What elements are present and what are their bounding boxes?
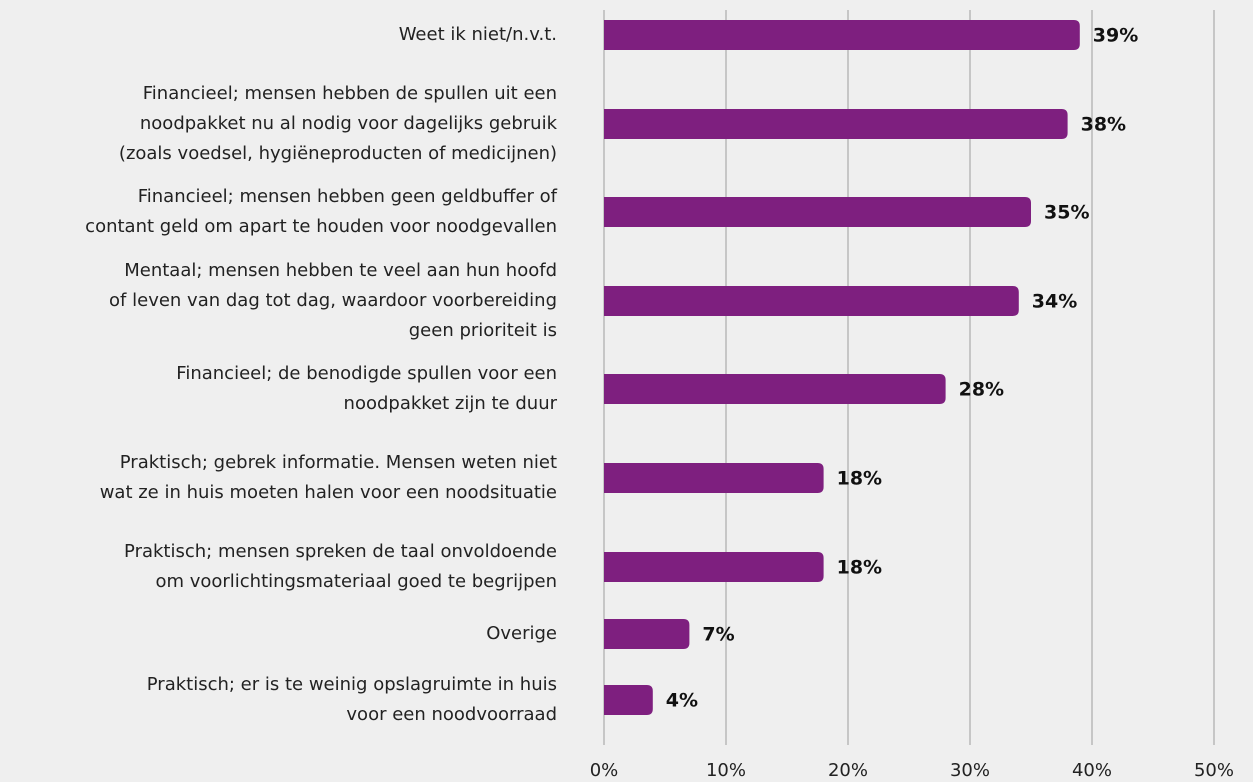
x-tick-label: 0% <box>590 760 619 781</box>
category-label: Mentaal; mensen hebben te veel aan hun h… <box>124 260 557 281</box>
category-label: voor een noodvoorraad <box>346 704 557 725</box>
category-label: noodpakket zijn te duur <box>344 393 558 414</box>
category-label: of leven van dag tot dag, waardoor voorb… <box>109 290 557 311</box>
value-label: 18% <box>837 557 882 579</box>
category-label: Financieel; de benodigde spullen voor ee… <box>176 363 557 384</box>
value-label: 7% <box>702 624 734 646</box>
category-label: geen prioriteit is <box>409 320 557 341</box>
bar <box>604 552 824 582</box>
category-label: wat ze in huis moeten halen voor een noo… <box>100 482 557 503</box>
bar <box>604 685 653 715</box>
x-tick-label: 50% <box>1194 760 1234 781</box>
category-label: Overige <box>486 623 557 644</box>
value-label: 18% <box>837 468 882 490</box>
bar <box>604 374 946 404</box>
category-label: Praktisch; mensen spreken de taal onvold… <box>124 541 557 562</box>
bar <box>604 619 690 649</box>
category-label: Financieel; mensen hebben geen geldbuffe… <box>138 186 558 207</box>
category-label: Praktisch; gebrek informatie. Mensen wet… <box>120 452 557 473</box>
category-label: contant geld om apart te houden voor noo… <box>85 216 557 237</box>
x-tick-label: 20% <box>828 760 868 781</box>
value-label: 39% <box>1093 25 1138 47</box>
category-label: (zoals voedsel, hygiëneproducten of medi… <box>119 143 557 164</box>
category-label: om voorlichtingsmateriaal goed te begrij… <box>155 571 557 592</box>
category-label: noodpakket nu al nodig voor dagelijks ge… <box>140 113 558 134</box>
value-label: 34% <box>1032 291 1077 313</box>
x-tick-label: 40% <box>1072 760 1112 781</box>
bar <box>604 20 1080 50</box>
category-label: Weet ik niet/n.v.t. <box>399 24 557 45</box>
value-label: 28% <box>959 379 1004 401</box>
bar <box>604 109 1068 139</box>
bar <box>604 463 824 493</box>
value-label: 4% <box>666 690 698 712</box>
value-label: 38% <box>1081 114 1126 136</box>
bar <box>604 197 1031 227</box>
value-label: 35% <box>1044 202 1089 224</box>
category-label: Financieel; mensen hebben de spullen uit… <box>143 83 557 104</box>
x-tick-label: 30% <box>950 760 990 781</box>
bar <box>604 286 1019 316</box>
x-tick-label: 10% <box>706 760 746 781</box>
category-label: Praktisch; er is te weinig opslagruimte … <box>147 674 557 695</box>
